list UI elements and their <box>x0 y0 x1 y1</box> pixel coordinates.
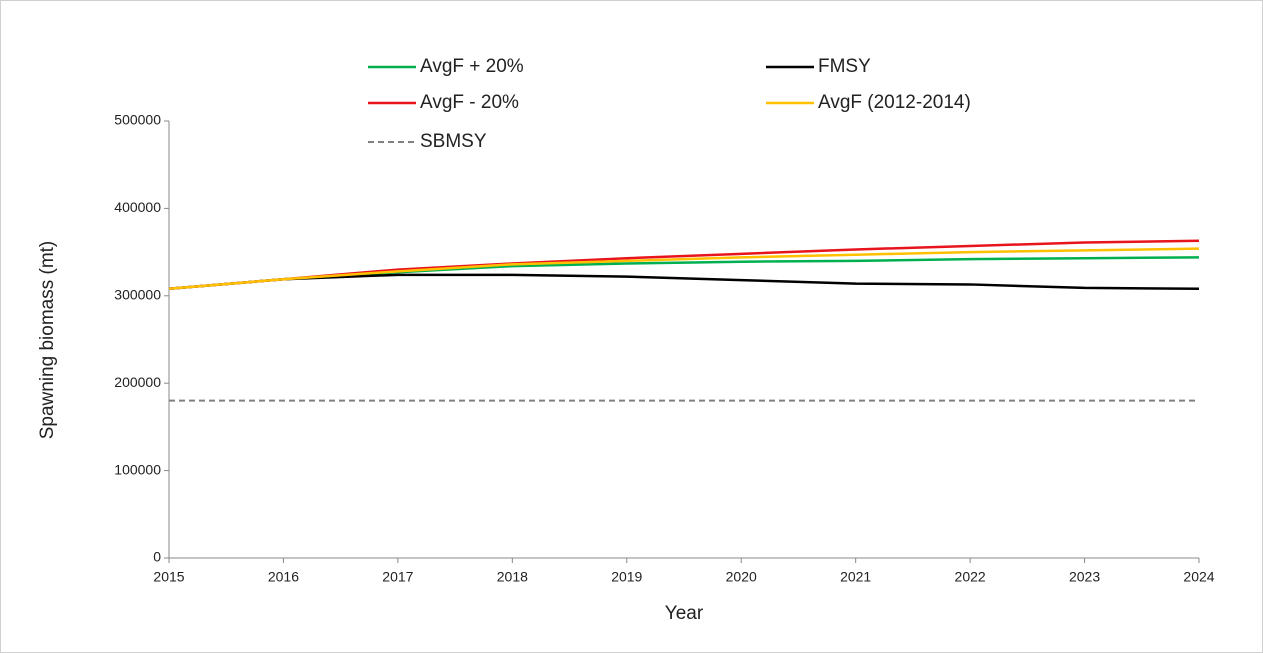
x-tick-label: 2018 <box>497 569 528 585</box>
legend-label: SBMSY <box>420 131 487 152</box>
legend-label: AvgF + 20% <box>420 56 524 77</box>
y-tick-label: 0 <box>153 549 161 565</box>
x-tick-label: 2017 <box>382 569 413 585</box>
x-tick-label: 2022 <box>955 569 986 585</box>
series-line <box>168 247 1200 291</box>
x-tick-label: 2015 <box>153 569 184 585</box>
y-tick-label: 400000 <box>114 199 161 215</box>
y-axis-title: Spawning biomass (mt) <box>37 241 58 440</box>
x-tick-label: 2024 <box>1183 569 1214 585</box>
legend-label: AvgF (2012-2014) <box>818 92 971 113</box>
y-tick-label: 100000 <box>114 461 161 477</box>
legend-label: AvgF - 20% <box>420 92 519 113</box>
x-tick-label: 2016 <box>268 569 299 585</box>
x-tick-label: 2021 <box>840 569 871 585</box>
y-tick-label: 200000 <box>114 374 161 390</box>
legend-label: FMSY <box>818 56 871 77</box>
series-line <box>168 273 1200 291</box>
y-tick-label: 300000 <box>114 287 161 303</box>
x-tick-label: 2023 <box>1069 569 1100 585</box>
x-tick-label: 2019 <box>611 569 642 585</box>
x-axis-title: Year <box>665 603 704 624</box>
y-tick-label: 500000 <box>114 112 161 128</box>
x-tick-label: 2020 <box>726 569 757 585</box>
